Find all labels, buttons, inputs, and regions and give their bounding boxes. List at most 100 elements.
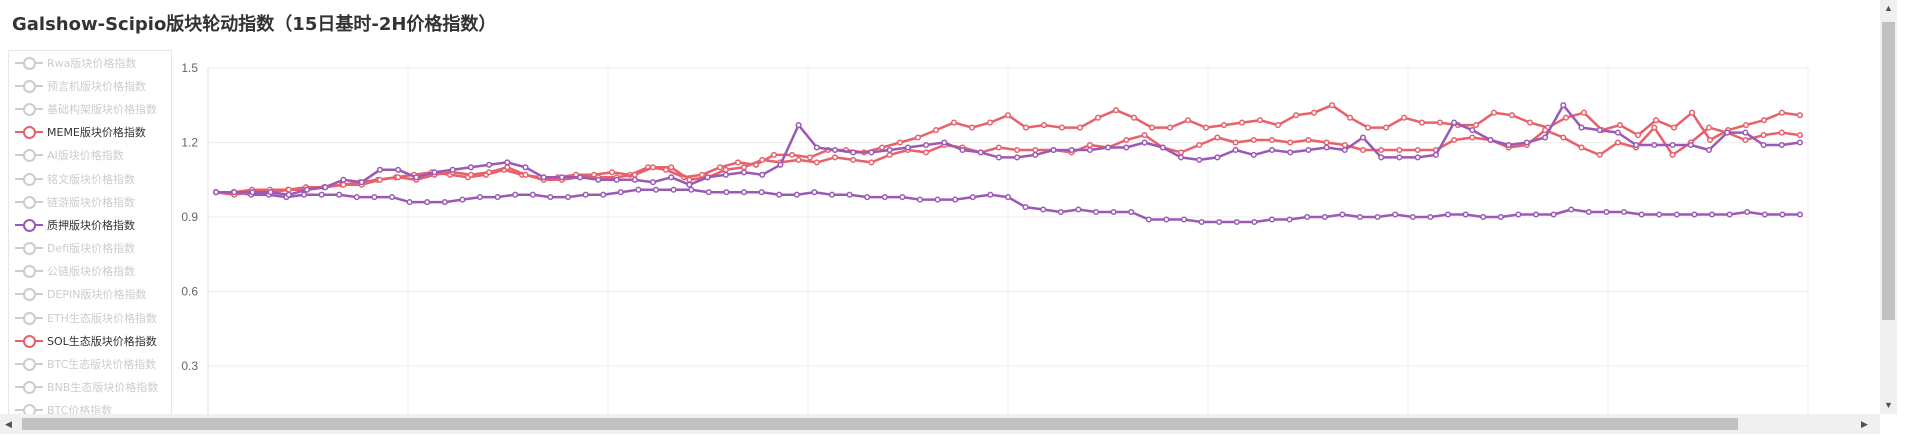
legend-item[interactable]: Rwa版块价格指数: [9, 51, 171, 74]
data-point: [1578, 144, 1585, 151]
legend-label: DEPIN版块价格指数: [47, 288, 147, 302]
data-point: [1359, 146, 1367, 154]
legend-marker-icon: [15, 311, 43, 325]
data-point: [1414, 146, 1421, 154]
data-point: [600, 191, 607, 198]
data-point: [1796, 132, 1804, 139]
data-point: [1382, 124, 1390, 131]
data-point: [1392, 211, 1399, 218]
scroll-down-icon[interactable]: ▼: [1884, 400, 1893, 410]
data-point: [914, 134, 922, 141]
vertical-scroll-thumb[interactable]: [1882, 22, 1895, 320]
legend-marker-icon: [15, 218, 43, 232]
data-point: [1396, 146, 1403, 154]
data-point: [1444, 211, 1452, 218]
data-point: [467, 164, 474, 171]
legend-label: BNB生态版块价格指数: [47, 381, 159, 395]
data-point: [1760, 141, 1767, 149]
legend-item[interactable]: Defi版块价格指数: [9, 237, 171, 260]
data-point: [705, 189, 712, 196]
data-point: [1304, 213, 1311, 221]
data-point: [631, 171, 638, 178]
legend-item[interactable]: 公链版块价格指数: [9, 260, 171, 283]
series-line: [215, 126, 1801, 196]
data-point: [395, 166, 402, 173]
data-point: [1323, 139, 1330, 146]
data-point: [1742, 136, 1749, 144]
legend-label: BTC价格指数: [47, 404, 113, 416]
scroll-up-icon[interactable]: ▲: [1884, 3, 1893, 13]
data-point: [1128, 208, 1135, 216]
data-point: [340, 176, 347, 183]
data-point: [777, 161, 784, 168]
legend-marker-icon: [15, 265, 43, 279]
data-point: [1550, 211, 1557, 218]
data-point: [1214, 154, 1221, 161]
data-point: [1014, 146, 1021, 154]
legend-item[interactable]: 基础构架版块价格指数: [9, 97, 171, 120]
data-point: [577, 174, 584, 181]
data-point: [1251, 218, 1258, 226]
data-point: [1378, 146, 1385, 154]
data-point: [1742, 129, 1749, 136]
legend-marker-icon: [15, 381, 43, 395]
horizontal-scrollbar[interactable]: ◀ ▶: [0, 414, 1880, 434]
data-point: [795, 122, 802, 129]
legend-marker-icon: [15, 242, 43, 256]
data-point: [932, 127, 940, 134]
data-point: [1364, 124, 1372, 131]
data-point: [371, 194, 378, 201]
data-point: [1123, 144, 1130, 151]
legend-item[interactable]: BNB生态版块价格指数: [9, 376, 171, 399]
legend-label: ETH生态版块价格指数: [47, 311, 157, 325]
legend-item[interactable]: 预言机版块价格指数: [9, 74, 171, 97]
legend-item[interactable]: SOL生态版块价格指数: [9, 329, 171, 352]
data-point: [850, 149, 857, 156]
legend-marker-icon: [15, 126, 43, 140]
scroll-right-icon[interactable]: ▶: [1861, 419, 1868, 429]
legend-item[interactable]: 铭文版块价格指数: [9, 167, 171, 190]
legend-marker-icon: [15, 79, 43, 93]
vertical-scrollbar[interactable]: ▲ ▼: [1880, 0, 1897, 414]
legend-item[interactable]: DEPIN版块价格指数: [9, 283, 171, 306]
data-point: [916, 196, 924, 203]
data-point: [1305, 146, 1312, 154]
horizontal-scroll-thumb[interactable]: [22, 418, 1738, 430]
data-point: [1202, 124, 1210, 131]
legend-item[interactable]: BTC生态版块价格指数: [9, 352, 171, 375]
data-point: [1673, 211, 1680, 218]
data-point: [1163, 216, 1170, 223]
data-point: [649, 179, 657, 186]
data-point: [529, 191, 536, 198]
data-point: [1268, 216, 1276, 223]
data-point: [1451, 119, 1458, 126]
data-point: [1596, 127, 1603, 134]
legend-item[interactable]: AI版块价格指数: [9, 144, 171, 167]
legend-item[interactable]: ETH生态版块价格指数: [9, 306, 171, 329]
scroll-left-icon[interactable]: ◀: [5, 419, 12, 429]
data-point: [504, 164, 511, 171]
legend-marker-icon: [15, 149, 43, 163]
data-point: [734, 159, 742, 166]
legend-item[interactable]: 链游版块价格指数: [9, 190, 171, 213]
legend-item[interactable]: MEME版块价格指数: [9, 121, 171, 144]
data-point: [716, 164, 724, 171]
data-point: [1004, 194, 1012, 201]
data-point: [899, 194, 906, 201]
legend-item[interactable]: 质押版块价格指数: [9, 213, 171, 236]
y-tick-label: 0.9: [181, 210, 198, 224]
y-tick-label: 0.3: [181, 359, 198, 373]
data-point: [1287, 139, 1294, 146]
data-point: [704, 174, 711, 181]
data-point: [1112, 107, 1120, 114]
data-point: [1268, 136, 1276, 144]
data-point: [1040, 206, 1047, 213]
data-point: [1652, 117, 1660, 124]
data-point: [1651, 141, 1658, 149]
data-point: [1523, 139, 1530, 146]
data-point: [722, 171, 729, 178]
legend-item[interactable]: BTC价格指数: [9, 399, 171, 416]
legend-label: 链游版块价格指数: [47, 195, 135, 209]
legend-marker-icon: [15, 358, 43, 372]
data-point: [1196, 141, 1203, 149]
